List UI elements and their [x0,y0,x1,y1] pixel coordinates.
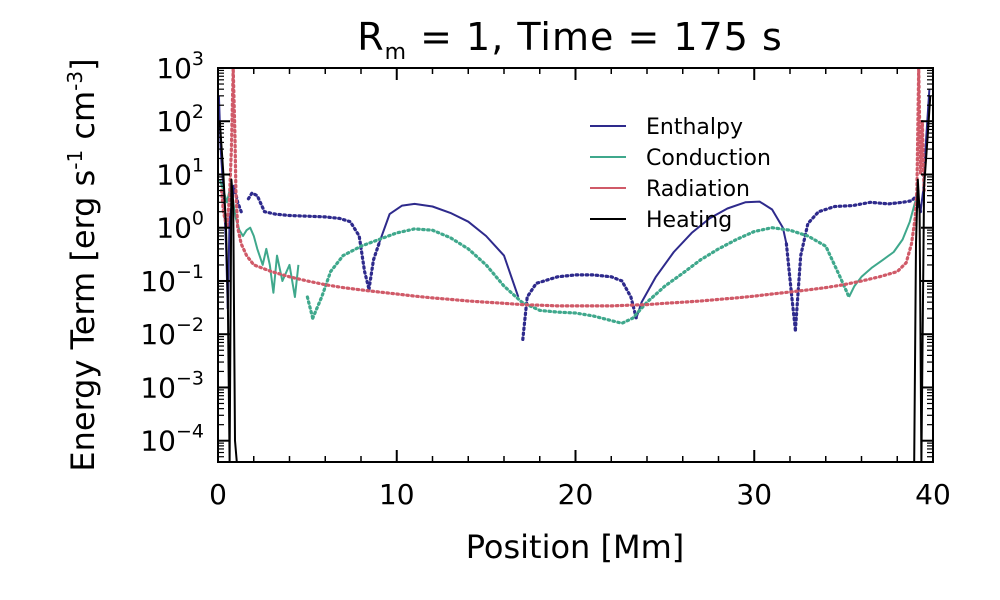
legend: Enthalpy Conduction Radiation Heating [590,115,771,233]
series-radiation-segment [220,68,926,308]
plot-frame [217,67,934,463]
series-conduction [218,179,920,325]
title-rest: = 1, Time = 175 s [407,15,783,59]
y-tick-label: 103 [156,48,204,85]
ylabel-pre: Energy Term [erg s [64,170,102,472]
series-enthalpy [218,89,931,341]
series-conduction-segment [305,295,315,320]
legend-label-heating: Heating [646,208,732,233]
series-enthalpy-segment [521,273,638,341]
ylabel-sup1: -1 [63,150,87,170]
ylabel-mid: cm [64,91,102,150]
ylabel-sup2: -3 [63,71,87,91]
series-enthalpy-segment [377,202,520,298]
y-tick-label: 102 [156,101,204,138]
y-axis-label: Energy Term [erg s-1 cm-3] [63,58,102,471]
x-axis-label: Position [Mm] [466,528,685,566]
series-radiation [220,68,926,308]
plot-area: 0 10 20 30 40 103 102 101 100 10−1 10−2 10−3 10−4 [140,48,950,511]
y-tick-label: 101 [156,154,204,191]
x-tick-label: 20 [558,478,594,511]
title-subscript: m [385,40,407,65]
series-enthalpy-segment [793,194,923,332]
legend-label-enthalpy: Enthalpy [646,115,743,140]
title-main: R [357,15,384,59]
x-tick-label: 0 [209,478,227,511]
y-tick-label: 10−3 [140,367,204,404]
x-tick-label: 40 [915,478,951,511]
chart-title: Rm = 1, Time = 175 s [357,15,783,65]
series-enthalpy-segment [784,242,797,332]
y-tick-label: 10−2 [140,314,204,351]
series-enthalpy-segment [246,191,371,291]
legend-label-radiation: Radiation [646,177,750,202]
y-tick-label: 10−4 [140,421,204,458]
legend-label-conduction: Conduction [646,146,771,171]
ylabel-post: ] [64,58,102,70]
series-conduction-segment [311,226,851,325]
y-tick-label: 100 [156,208,204,245]
series-enthalpy-segment [635,200,788,319]
y-tick-label: 10−1 [140,261,204,298]
x-tick-label: 10 [379,478,415,511]
series-enthalpy-segment [367,242,381,291]
series-heating-segment [913,95,932,462]
series-heating [218,95,932,462]
x-tick-label: 30 [736,478,772,511]
